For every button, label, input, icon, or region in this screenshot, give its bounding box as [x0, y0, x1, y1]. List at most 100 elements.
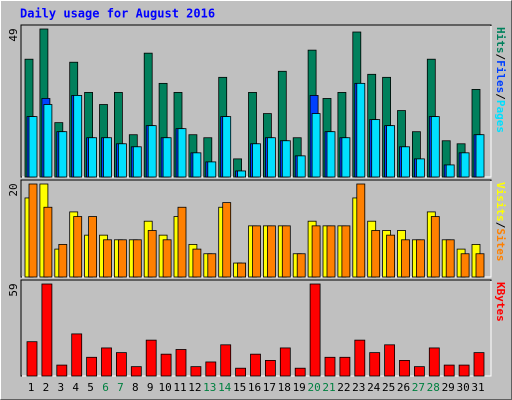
bar	[88, 216, 97, 278]
x-tick-label: 20	[307, 381, 320, 394]
bar	[177, 206, 187, 278]
bar	[41, 283, 53, 377]
bar	[281, 225, 291, 278]
x-tick-label: 26	[397, 381, 410, 394]
bar	[371, 230, 381, 278]
x-tick-label: 4	[72, 381, 79, 394]
bar	[207, 161, 217, 178]
x-tick-label: 19	[293, 381, 306, 394]
x-tick-label: 27	[412, 381, 425, 394]
bar	[430, 216, 440, 278]
bar	[309, 283, 321, 377]
bar	[356, 183, 366, 278]
bar	[26, 341, 38, 377]
x-tick-label: 2	[43, 381, 50, 394]
x-tick-label: 3	[57, 381, 64, 394]
legend: KBytes	[494, 282, 507, 322]
chart-title: Daily usage for August 2016	[20, 7, 215, 21]
bar	[369, 352, 381, 377]
x-tick-label: 9	[147, 381, 154, 394]
bar	[386, 234, 396, 278]
y-tick-label: 49	[7, 28, 20, 41]
x-tick-label: 22	[337, 381, 350, 394]
bar	[88, 137, 97, 178]
bar	[252, 225, 261, 278]
bar	[175, 349, 187, 377]
legend: Hits/Files/Pages	[494, 27, 507, 133]
bar	[354, 339, 366, 377]
x-tick-label: 7	[117, 381, 124, 394]
bar	[266, 225, 276, 278]
x-tick-label: 28	[427, 381, 440, 394]
bar	[264, 360, 276, 377]
bar	[294, 367, 306, 377]
bar	[162, 239, 172, 278]
bar	[73, 216, 83, 278]
x-tick-label: 6	[102, 381, 109, 394]
x-tick-label: 10	[158, 381, 171, 394]
bar	[43, 206, 53, 278]
x-tick-label: 21	[322, 381, 335, 394]
bar	[475, 134, 485, 178]
bar	[324, 356, 336, 377]
bar	[116, 352, 127, 377]
bar	[386, 125, 396, 178]
x-tick-label: 5	[87, 381, 94, 394]
bar	[401, 146, 410, 178]
legend-separator: /	[494, 54, 507, 61]
bar	[326, 225, 336, 278]
bar	[205, 361, 217, 377]
x-tick-label: 11	[173, 381, 186, 394]
legend-separator: /	[494, 222, 507, 229]
legend-entry: KBytes	[494, 282, 507, 322]
bar	[460, 152, 470, 178]
bar	[415, 158, 425, 178]
bar	[56, 364, 68, 377]
legend: Visits/Sites	[494, 182, 507, 262]
legend-entry: Pages	[494, 100, 507, 133]
bar	[339, 356, 351, 377]
bar	[118, 143, 127, 178]
x-tick-label: 25	[382, 381, 395, 394]
bar	[445, 164, 455, 178]
x-tick-label: 13	[203, 381, 216, 394]
y-tick-label: 20	[7, 183, 20, 196]
x-tick-label: 29	[442, 381, 455, 394]
bar	[473, 352, 485, 377]
bar	[71, 333, 83, 377]
x-tick-label: 1	[28, 381, 35, 394]
bar	[252, 143, 261, 178]
bar	[371, 119, 381, 178]
bar	[192, 248, 202, 278]
bar	[192, 152, 202, 178]
bar	[237, 170, 247, 178]
legend-separator: /	[494, 93, 507, 100]
x-tick-label: 23	[352, 381, 365, 394]
bar	[132, 239, 142, 278]
bar	[475, 253, 485, 278]
bar	[237, 262, 247, 278]
bar	[222, 116, 232, 178]
legend-entry: Sites	[494, 228, 507, 261]
x-tick-label: 18	[278, 381, 291, 394]
bar	[296, 253, 306, 278]
bar	[279, 347, 291, 377]
bar	[341, 225, 351, 278]
x-tick-label: 30	[456, 381, 469, 394]
bar	[145, 339, 157, 377]
bar	[118, 239, 127, 278]
bar	[147, 125, 157, 178]
bar	[73, 95, 83, 178]
legend-entry: Visits	[494, 182, 507, 222]
bar	[177, 128, 187, 178]
bar	[28, 116, 38, 178]
legend-entry: Hits	[494, 27, 507, 54]
bar	[132, 146, 142, 178]
bar	[103, 239, 112, 278]
bar	[250, 353, 261, 377]
bar	[413, 366, 425, 377]
bar	[445, 239, 455, 278]
bar	[296, 155, 306, 178]
